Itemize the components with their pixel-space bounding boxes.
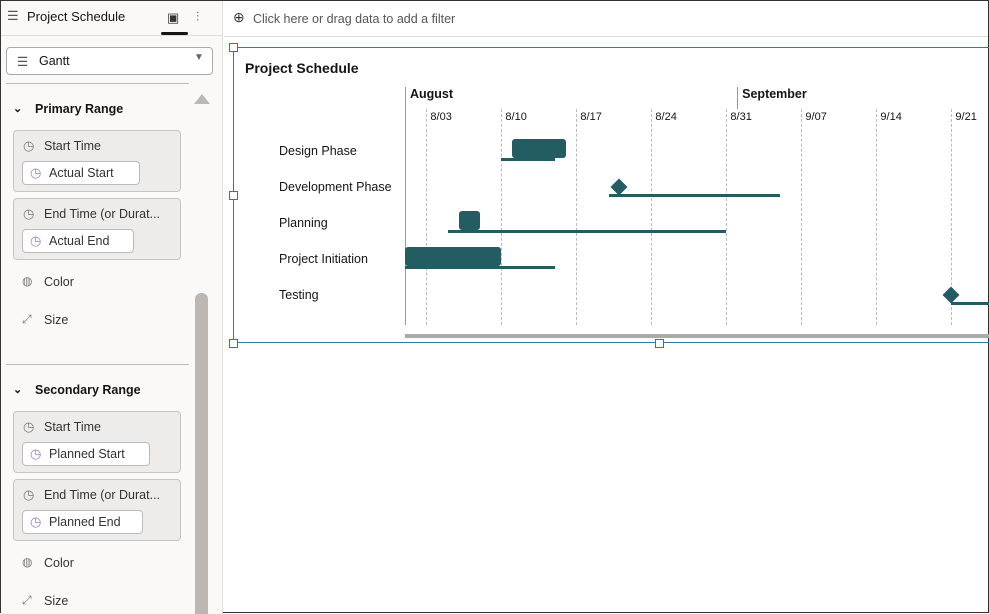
task-label: Project Initiation	[279, 252, 368, 266]
axis-line	[405, 109, 406, 325]
viz-type-dropdown[interactable]: ☰ Gantt ▼	[6, 47, 213, 75]
actual-start-pill[interactable]: ◷ Actual Start	[22, 161, 140, 185]
planned-end-pill[interactable]: ◷ Planned End	[22, 510, 143, 534]
add-filter-icon: ⊕	[233, 9, 245, 25]
tick-label: 9/14	[880, 111, 902, 123]
tick-label: 8/10	[505, 111, 527, 123]
clock-icon: ◷	[23, 138, 35, 153]
properties-tab-icon[interactable]: ⫶	[196, 9, 200, 24]
chevron-down-icon: ▼	[194, 52, 204, 63]
resize-handle[interactable]	[229, 339, 238, 348]
resize-handle[interactable]	[229, 43, 238, 52]
planned-bar	[501, 158, 555, 161]
data-panel-tab-icon[interactable]: ▣	[167, 10, 180, 25]
tick-label: 9/07	[805, 111, 827, 123]
actual-bar	[458, 211, 480, 230]
gridline	[801, 109, 803, 325]
task-label: Development Phase	[279, 180, 392, 194]
tick-label: 8/03	[430, 111, 452, 123]
chart-title: Project Schedule	[245, 60, 359, 76]
divider	[6, 83, 189, 84]
filter-bar[interactable]: ⊕ Click here or drag data to add a filte…	[224, 1, 988, 37]
project-title: Project Schedule	[27, 9, 126, 24]
clock-icon: ◷	[23, 419, 35, 434]
palette-icon: ◍	[22, 274, 33, 288]
end-time-label: End Time (or Durat...	[44, 488, 161, 502]
clock-icon: ◷	[30, 514, 42, 529]
pill-label: Actual Start	[49, 166, 114, 180]
month-label: August	[405, 87, 453, 109]
planned-bar	[447, 230, 727, 233]
gridline	[726, 109, 728, 325]
end-time-label: End Time (or Durat...	[44, 207, 161, 221]
pill-label: Planned End	[49, 515, 121, 529]
pill-label: Planned Start	[49, 447, 125, 461]
chevron-down-icon[interactable]: ⌄	[13, 103, 23, 115]
secondary-range-heading[interactable]: Secondary Range	[35, 383, 141, 397]
task-label: Design Phase	[279, 144, 357, 158]
tick-label: 9/21	[955, 111, 977, 123]
clock-icon: ◷	[23, 206, 35, 221]
start-time-well[interactable]: ◷ Start Time ◷ Actual Start	[13, 130, 181, 192]
gridline	[426, 109, 428, 325]
gridline	[951, 109, 953, 325]
actual-bar	[405, 247, 502, 266]
color-option[interactable]: Color	[44, 556, 74, 570]
size-option[interactable]: Size	[44, 313, 69, 327]
pill-label: Actual End	[49, 234, 110, 248]
gantt-icon: ☰	[17, 55, 29, 69]
filter-placeholder[interactable]: Click here or drag data to add a filter	[253, 12, 456, 26]
viz-type-value: Gantt	[39, 54, 70, 68]
start-time-label: Start Time	[44, 139, 101, 153]
resize-handle[interactable]	[229, 191, 238, 200]
scroll-up-arrow[interactable]	[194, 94, 210, 104]
end-time-well[interactable]: ◷ End Time (or Durat... ◷ Planned End	[13, 479, 181, 541]
resize-icon: ⤢	[22, 593, 32, 607]
clock-icon: ◷	[23, 487, 35, 502]
divider	[6, 364, 189, 365]
clock-icon: ◷	[30, 446, 42, 461]
planned-bar	[405, 266, 555, 269]
gridline	[501, 109, 503, 325]
task-label: Planning	[279, 216, 328, 230]
gridline	[651, 109, 653, 325]
planned-bar	[951, 302, 989, 305]
active-tab-indicator	[161, 32, 188, 35]
size-option[interactable]: Size	[44, 594, 69, 608]
gantt-icon: ☰	[7, 8, 19, 23]
sidebar: ☰ Project Schedule ▣ ⫶ ☰ Gantt ▼ ⌄ Prima…	[1, 1, 223, 614]
sidebar-header: ☰ Project Schedule ▣ ⫶	[1, 1, 222, 36]
color-option[interactable]: Color	[44, 275, 74, 289]
palette-icon: ◍	[22, 555, 33, 569]
chevron-down-icon[interactable]: ⌄	[13, 384, 23, 396]
gridline	[576, 109, 578, 325]
clock-icon: ◷	[30, 165, 42, 180]
gridline	[876, 109, 878, 325]
tick-label: 8/17	[580, 111, 602, 123]
actual-bar	[512, 139, 566, 158]
actual-end-pill[interactable]: ◷ Actual End	[22, 229, 134, 253]
month-label: September	[737, 87, 807, 109]
clock-icon: ◷	[30, 233, 42, 248]
resize-handle[interactable]	[655, 339, 664, 348]
primary-range-heading[interactable]: Primary Range	[35, 102, 124, 116]
sidebar-scrollbar[interactable]	[195, 293, 208, 614]
tick-label: 8/31	[730, 111, 752, 123]
horizontal-scrollbar[interactable]	[405, 334, 989, 338]
task-label: Testing	[279, 288, 319, 302]
planned-start-pill[interactable]: ◷ Planned Start	[22, 442, 150, 466]
tick-label: 8/24	[655, 111, 677, 123]
start-time-label: Start Time	[44, 420, 101, 434]
planned-bar	[608, 194, 780, 197]
end-time-well[interactable]: ◷ End Time (or Durat... ◷ Actual End	[13, 198, 181, 260]
start-time-well[interactable]: ◷ Start Time ◷ Planned Start	[13, 411, 181, 473]
resize-icon: ⤢	[22, 312, 32, 326]
